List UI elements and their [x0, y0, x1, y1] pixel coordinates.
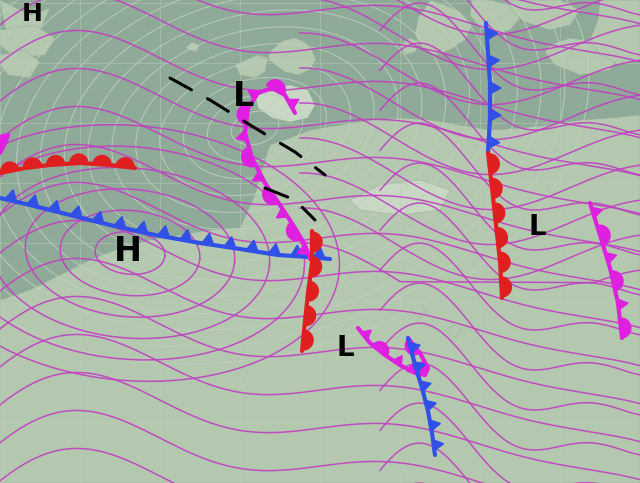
Polygon shape	[361, 330, 371, 340]
Polygon shape	[605, 253, 616, 263]
Polygon shape	[307, 281, 318, 301]
Polygon shape	[501, 277, 511, 297]
Polygon shape	[93, 156, 111, 165]
Polygon shape	[407, 364, 425, 375]
Polygon shape	[248, 90, 259, 100]
Polygon shape	[246, 240, 258, 252]
Polygon shape	[488, 55, 499, 67]
Polygon shape	[590, 0, 640, 65]
Polygon shape	[185, 42, 200, 52]
Polygon shape	[27, 195, 38, 207]
Polygon shape	[0, 115, 640, 483]
Polygon shape	[157, 226, 170, 238]
Polygon shape	[488, 154, 499, 174]
Polygon shape	[287, 99, 299, 109]
Polygon shape	[310, 256, 321, 277]
Polygon shape	[276, 208, 288, 218]
Polygon shape	[405, 339, 420, 355]
Polygon shape	[287, 222, 301, 241]
Polygon shape	[114, 216, 125, 228]
Polygon shape	[47, 156, 65, 165]
Polygon shape	[496, 227, 508, 248]
Polygon shape	[5, 190, 17, 202]
Polygon shape	[493, 203, 505, 223]
Polygon shape	[268, 243, 280, 256]
Polygon shape	[255, 85, 315, 122]
Polygon shape	[302, 330, 313, 350]
Polygon shape	[116, 158, 134, 168]
Polygon shape	[393, 355, 402, 366]
Polygon shape	[620, 318, 631, 338]
Polygon shape	[312, 232, 322, 252]
Polygon shape	[410, 305, 428, 318]
Polygon shape	[510, 0, 580, 30]
Polygon shape	[253, 171, 264, 181]
Polygon shape	[235, 55, 268, 78]
Polygon shape	[491, 179, 502, 199]
Polygon shape	[297, 244, 308, 255]
Polygon shape	[136, 221, 147, 233]
Polygon shape	[291, 245, 303, 256]
Text: L: L	[529, 213, 547, 241]
Polygon shape	[414, 362, 425, 372]
Text: H: H	[114, 235, 142, 268]
Polygon shape	[0, 25, 55, 58]
Polygon shape	[242, 147, 254, 167]
Text: L: L	[232, 80, 254, 113]
Polygon shape	[70, 154, 88, 164]
Text: H: H	[22, 2, 42, 27]
Polygon shape	[400, 38, 420, 55]
Polygon shape	[490, 109, 501, 121]
Polygon shape	[500, 252, 510, 272]
Polygon shape	[545, 38, 620, 75]
Polygon shape	[268, 38, 316, 75]
Polygon shape	[0, 134, 9, 152]
Polygon shape	[266, 80, 285, 95]
Polygon shape	[420, 381, 431, 392]
Polygon shape	[618, 299, 628, 310]
Polygon shape	[202, 233, 214, 245]
Polygon shape	[0, 0, 50, 35]
Polygon shape	[305, 306, 316, 326]
Polygon shape	[70, 206, 82, 218]
Polygon shape	[0, 141, 6, 149]
Text: L: L	[337, 334, 355, 362]
Polygon shape	[486, 28, 498, 40]
Polygon shape	[372, 341, 388, 356]
Polygon shape	[470, 0, 520, 35]
Polygon shape	[415, 0, 472, 55]
Polygon shape	[236, 131, 247, 141]
Polygon shape	[180, 229, 191, 242]
Polygon shape	[611, 271, 623, 291]
Polygon shape	[425, 400, 436, 411]
Polygon shape	[488, 136, 500, 148]
Polygon shape	[263, 186, 278, 204]
Polygon shape	[597, 225, 610, 245]
Polygon shape	[1, 162, 19, 173]
Polygon shape	[92, 211, 104, 224]
Polygon shape	[0, 50, 40, 78]
Polygon shape	[591, 207, 602, 218]
Polygon shape	[409, 342, 420, 353]
Polygon shape	[24, 158, 42, 168]
Polygon shape	[224, 237, 236, 248]
Polygon shape	[490, 82, 501, 94]
Polygon shape	[313, 247, 325, 258]
Polygon shape	[429, 420, 440, 431]
Polygon shape	[445, 325, 462, 338]
Polygon shape	[350, 180, 450, 215]
Polygon shape	[237, 105, 248, 125]
Polygon shape	[433, 440, 444, 451]
Polygon shape	[418, 359, 428, 368]
Polygon shape	[49, 200, 60, 213]
